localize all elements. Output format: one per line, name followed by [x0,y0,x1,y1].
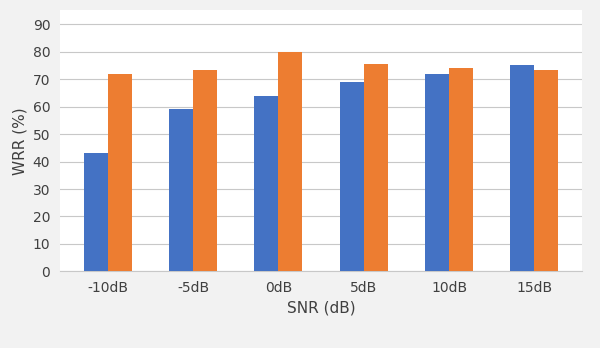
Y-axis label: WRR (%): WRR (%) [12,107,27,175]
Bar [364,64,388,271]
X-axis label: SNR (dB): SNR (dB) [287,301,355,316]
Bar [193,70,217,271]
Bar [535,70,558,271]
Bar [84,153,107,271]
Bar [425,74,449,271]
Bar [278,52,302,271]
Bar [449,68,473,271]
Bar [511,65,535,271]
Bar [254,96,278,271]
Bar [107,74,131,271]
Bar [340,82,364,271]
Bar [169,109,193,271]
